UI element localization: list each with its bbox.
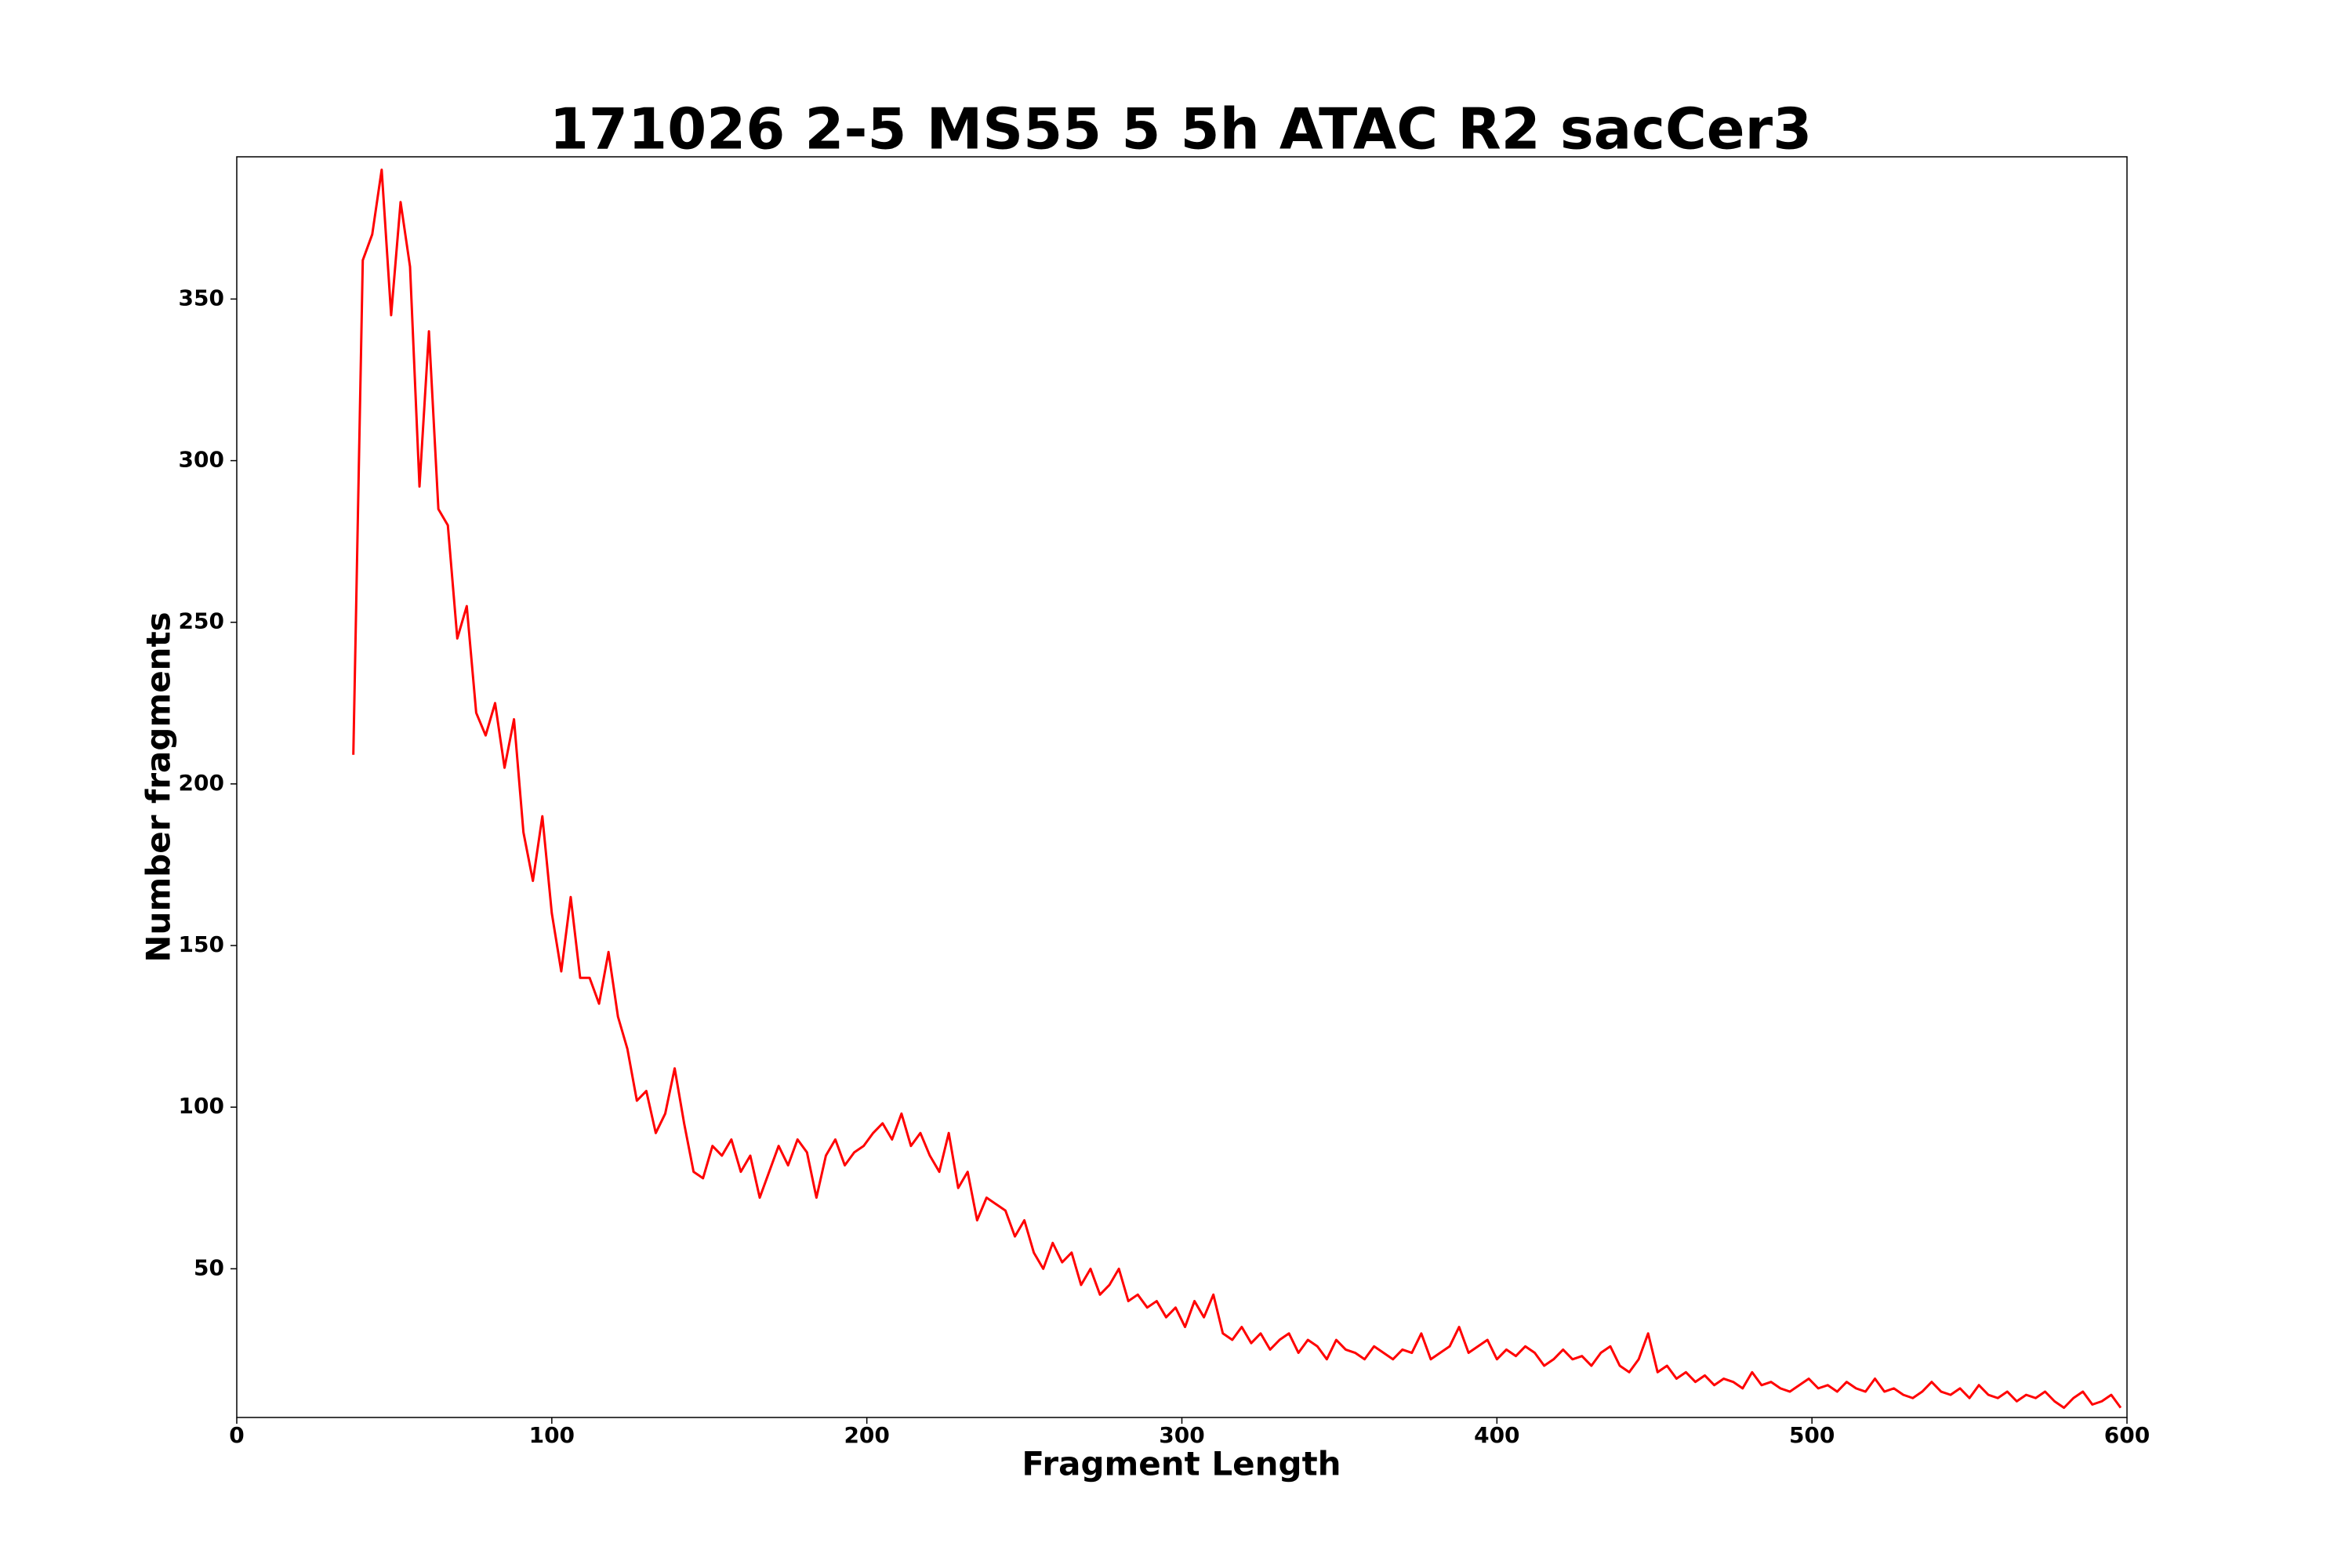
- y-tick-label: 350: [179, 285, 224, 310]
- y-axis-label: Number fragments: [140, 612, 178, 962]
- chart-title: 171026 2-5 MS55 5 5h ATAC R2 sacCer3: [550, 96, 1812, 162]
- data-line: [352, 168, 2122, 1410]
- x-tick-label: 400: [1474, 1422, 1519, 1448]
- x-tick-label: 300: [1159, 1422, 1204, 1448]
- x-tick-label: 600: [2104, 1422, 2150, 1448]
- x-tick-label: 200: [844, 1422, 889, 1448]
- y-tick-label: 100: [179, 1093, 224, 1119]
- y-tick-label: 200: [179, 770, 224, 796]
- y-tick-label: 50: [194, 1254, 224, 1280]
- y-tick-label: 300: [179, 447, 224, 473]
- x-tick-label: 0: [229, 1422, 244, 1448]
- y-tick-label: 250: [179, 608, 224, 634]
- y-tick-label: 150: [179, 931, 224, 957]
- x-axis-label: Fragment Length: [1022, 1445, 1341, 1483]
- x-tick-label: 500: [1789, 1422, 1835, 1448]
- x-tick-label: 100: [529, 1422, 575, 1448]
